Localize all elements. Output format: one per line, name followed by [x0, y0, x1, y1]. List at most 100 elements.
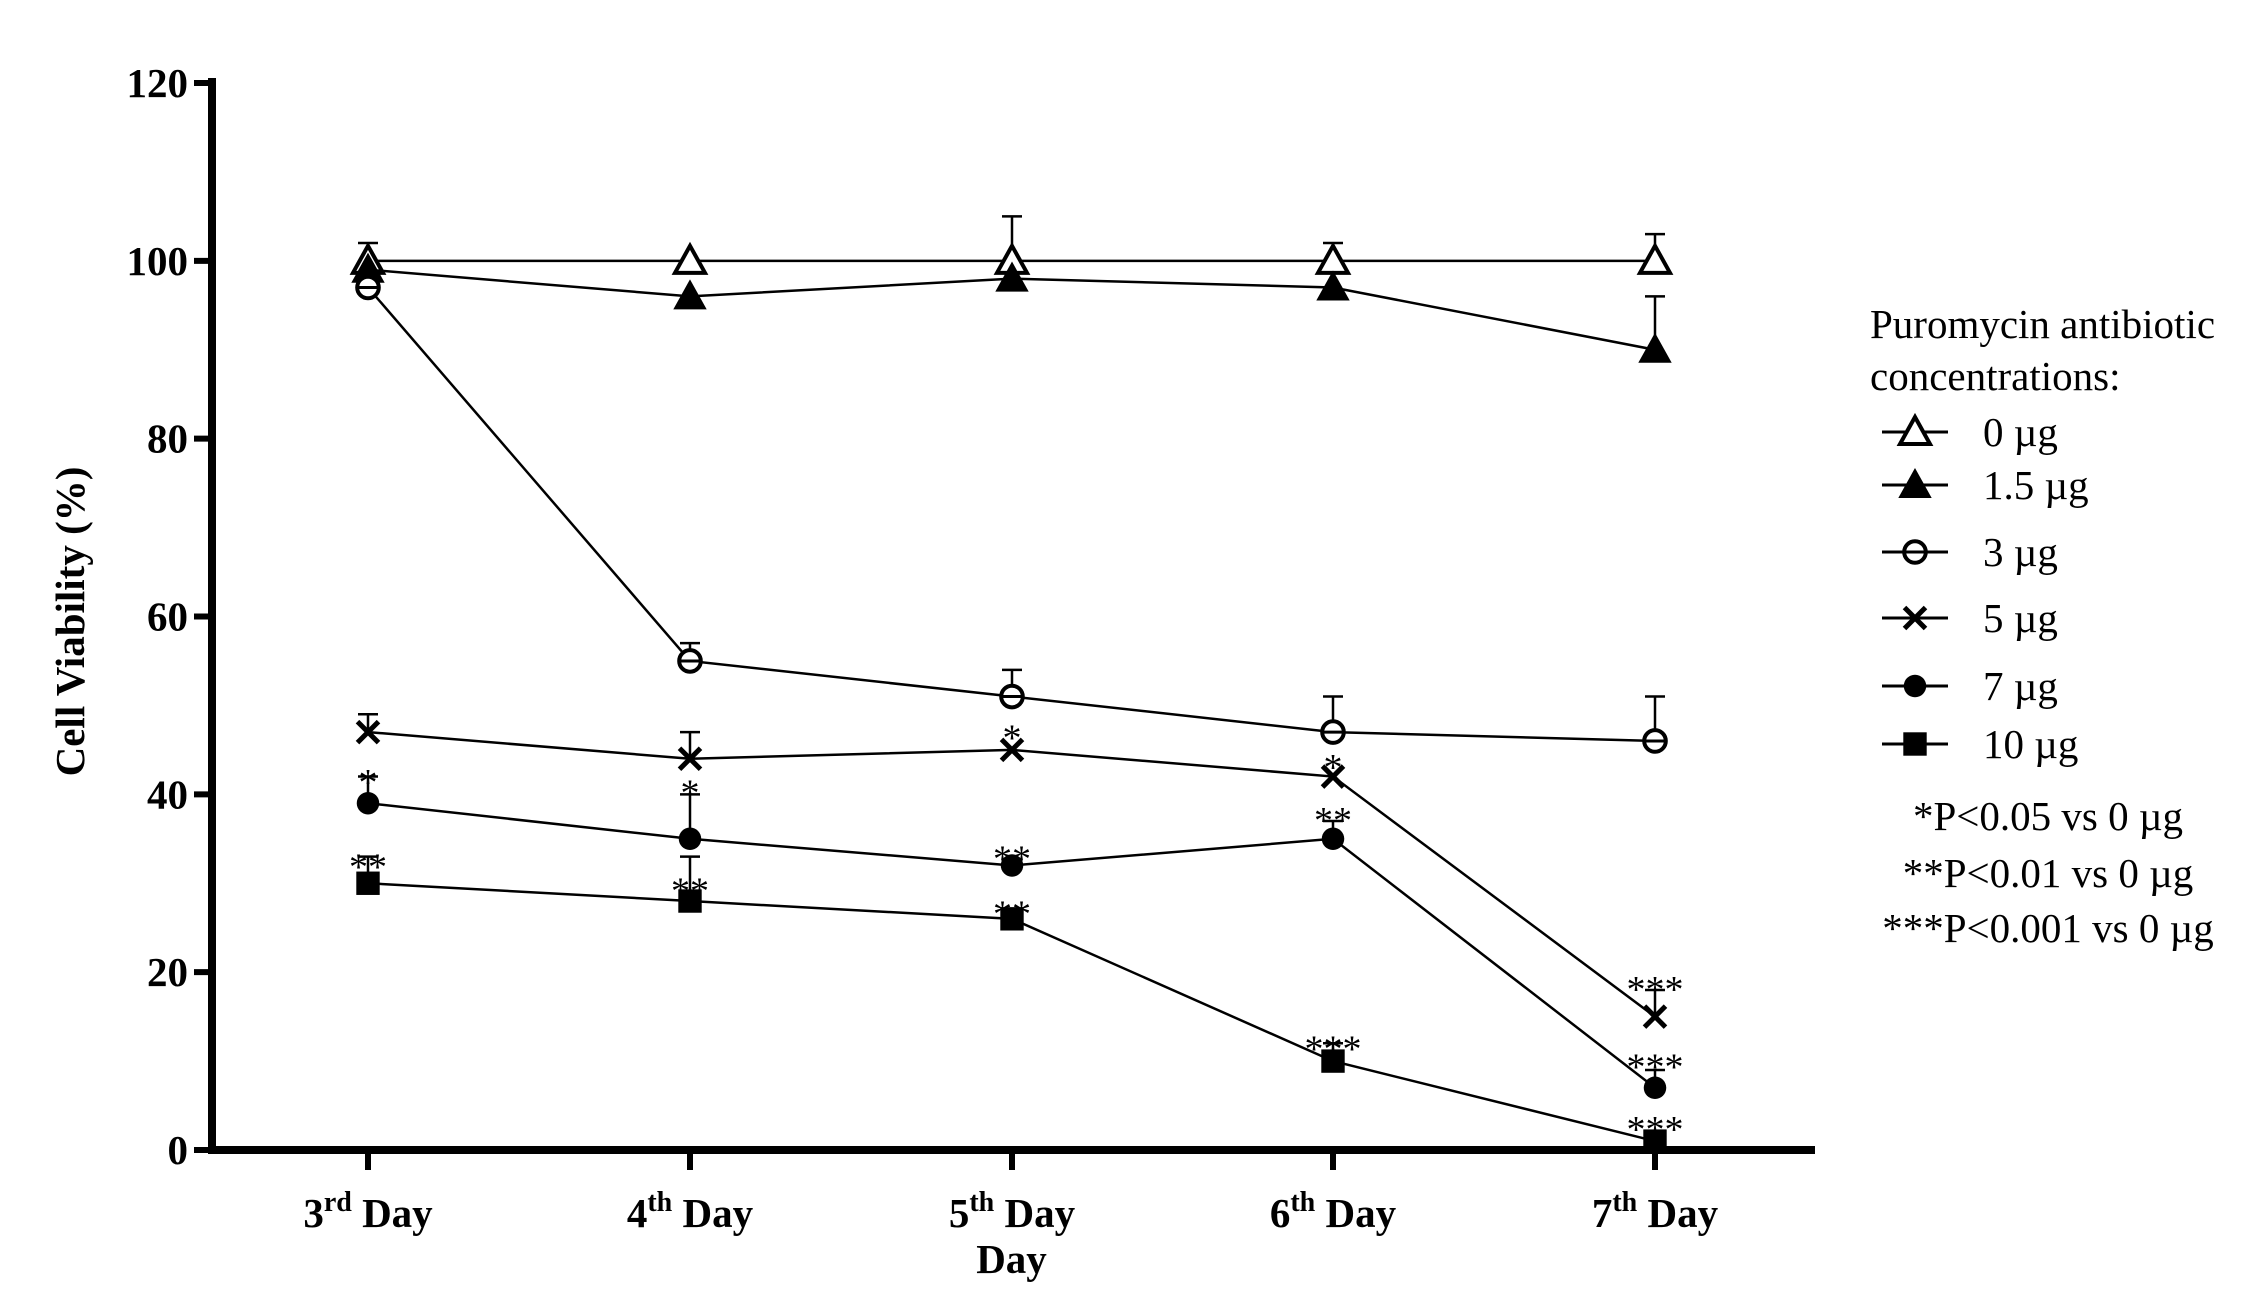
marker-shape: [678, 889, 702, 913]
marker-shape: [1643, 1076, 1667, 1100]
square-filled-marker: [1903, 732, 1927, 756]
x-tick-superscript: th: [1612, 1187, 1637, 1218]
x-tick-suffix: Day: [1315, 1190, 1396, 1236]
x-tick-number: 6: [1270, 1190, 1291, 1236]
significance-marker: ***: [1305, 1029, 1362, 1071]
marker-shape: [1321, 827, 1345, 851]
marker-shape: [995, 261, 1029, 292]
x-tick-suffix: Day: [352, 1190, 433, 1236]
x-tick-label: 5th Day: [949, 1187, 1076, 1236]
marker-stroke: [677, 746, 703, 772]
legend-item: 5 µg: [1882, 595, 2058, 641]
significance-marker: ***: [1627, 1109, 1684, 1151]
data-point: [355, 274, 381, 301]
significance-marker: **: [993, 894, 1031, 936]
marker-shape: [1903, 732, 1927, 756]
x-tick-superscript: th: [969, 1187, 994, 1218]
data-point: [677, 746, 703, 772]
marker-shape: [1000, 907, 1024, 931]
significance-notes: *P<0.05 vs 0 µg **P<0.01 vs 0 µg ***P<0.00…: [1882, 793, 2214, 951]
marker-shape: [1314, 241, 1352, 275]
data-point: [677, 648, 703, 674]
y-tick-label: 0: [168, 1127, 189, 1173]
y-tick-label: 80: [147, 416, 188, 462]
data-point: [1642, 1004, 1668, 1029]
data-point: [356, 871, 380, 895]
significance-marker: *: [359, 762, 378, 804]
data-point: [999, 737, 1025, 763]
marker-shape: [1321, 1049, 1345, 1073]
data-point: [1000, 854, 1024, 877]
y-tick-label: 20: [147, 949, 188, 995]
legend-label: 3 µg: [1983, 529, 2058, 575]
legend-item: 0 µg: [1882, 409, 2058, 455]
data-point: [995, 261, 1029, 292]
series-line: [356, 775, 1667, 1100]
marker-stroke: [999, 737, 1025, 763]
x-tick-suffix: Day: [672, 1190, 753, 1236]
marker-shape: [1000, 854, 1024, 877]
significance-note: ***P<0.001 vs 0 µg: [1882, 905, 2214, 951]
series-group: [349, 215, 1674, 1153]
legend: Puromycin antibiotic concentrations: 0 µg 1…: [1870, 301, 2215, 767]
legend-item: 7 µg: [1882, 663, 2058, 709]
data-point: [678, 889, 702, 913]
x-tick-number: 3: [303, 1190, 324, 1236]
marker-shape: [356, 791, 380, 815]
y-tick-label: 100: [127, 238, 189, 284]
series-line: [356, 855, 1667, 1153]
data-point: [1320, 764, 1346, 789]
triangle-open-marker: [1896, 412, 1934, 446]
x-tick-suffix: Day: [1637, 1190, 1718, 1236]
data-point: [1320, 719, 1346, 745]
x-marker: [1902, 605, 1928, 631]
significance-marker: **: [1314, 800, 1352, 842]
circle-filled-marker: [1903, 674, 1927, 698]
significance-note: *P<0.05 vs 0 µg: [1913, 793, 2183, 839]
marker-shape: [1636, 241, 1674, 275]
legend-label: 1.5 µg: [1983, 462, 2089, 508]
triangle-filled-marker: [1898, 467, 1932, 498]
legend-title: Puromycin antibiotic: [1870, 301, 2215, 347]
legend-label: 5 µg: [1983, 595, 2058, 641]
data-point: [1321, 827, 1345, 851]
marker-stroke: [355, 719, 381, 745]
series-line: [355, 274, 1668, 754]
marker-stroke: [1902, 605, 1928, 631]
y-tick-label: 120: [127, 60, 189, 106]
marker-shape: [671, 241, 709, 275]
data-point: [1314, 241, 1352, 275]
x-tick-label: 6th Day: [1270, 1187, 1397, 1236]
significance-marker: ***: [1627, 1047, 1684, 1089]
x-tick-superscript: rd: [324, 1187, 352, 1218]
x-tick-label: 7th Day: [1592, 1187, 1719, 1236]
marker-shape: [1643, 1129, 1667, 1153]
x-tick-label: 4th Day: [627, 1187, 754, 1236]
circle-open-marker: [1902, 539, 1928, 565]
significance-marker: **: [349, 846, 387, 888]
x-axis-title: Day: [976, 1236, 1047, 1282]
data-point: [1643, 1129, 1667, 1153]
series-line: [351, 252, 1672, 363]
marker-shape: [1316, 270, 1350, 301]
series-line: [355, 713, 1668, 1029]
marker-shape: [1898, 467, 1932, 498]
marker-shape: [678, 827, 702, 851]
y-tick-label: 40: [147, 771, 188, 817]
x-tick-number: 5: [949, 1190, 970, 1236]
data-point: [673, 279, 707, 310]
legend-item: 1.5 µg: [1882, 462, 2089, 508]
legend-title: concentrations:: [1870, 353, 2120, 399]
data-point: [1000, 907, 1024, 931]
data-point: [1316, 270, 1350, 301]
legend-label: 10 µg: [1983, 721, 2078, 767]
x-tick-label: 3rd Day: [303, 1187, 433, 1236]
significance-annotations: **************************: [349, 718, 1684, 1151]
x-tick-superscript: th: [1290, 1187, 1315, 1218]
legend-label: 0 µg: [1983, 409, 2058, 455]
data-point: [355, 719, 381, 745]
significance-marker: **: [671, 870, 709, 912]
data-point: [678, 827, 702, 851]
marker-shape: [1896, 412, 1934, 446]
